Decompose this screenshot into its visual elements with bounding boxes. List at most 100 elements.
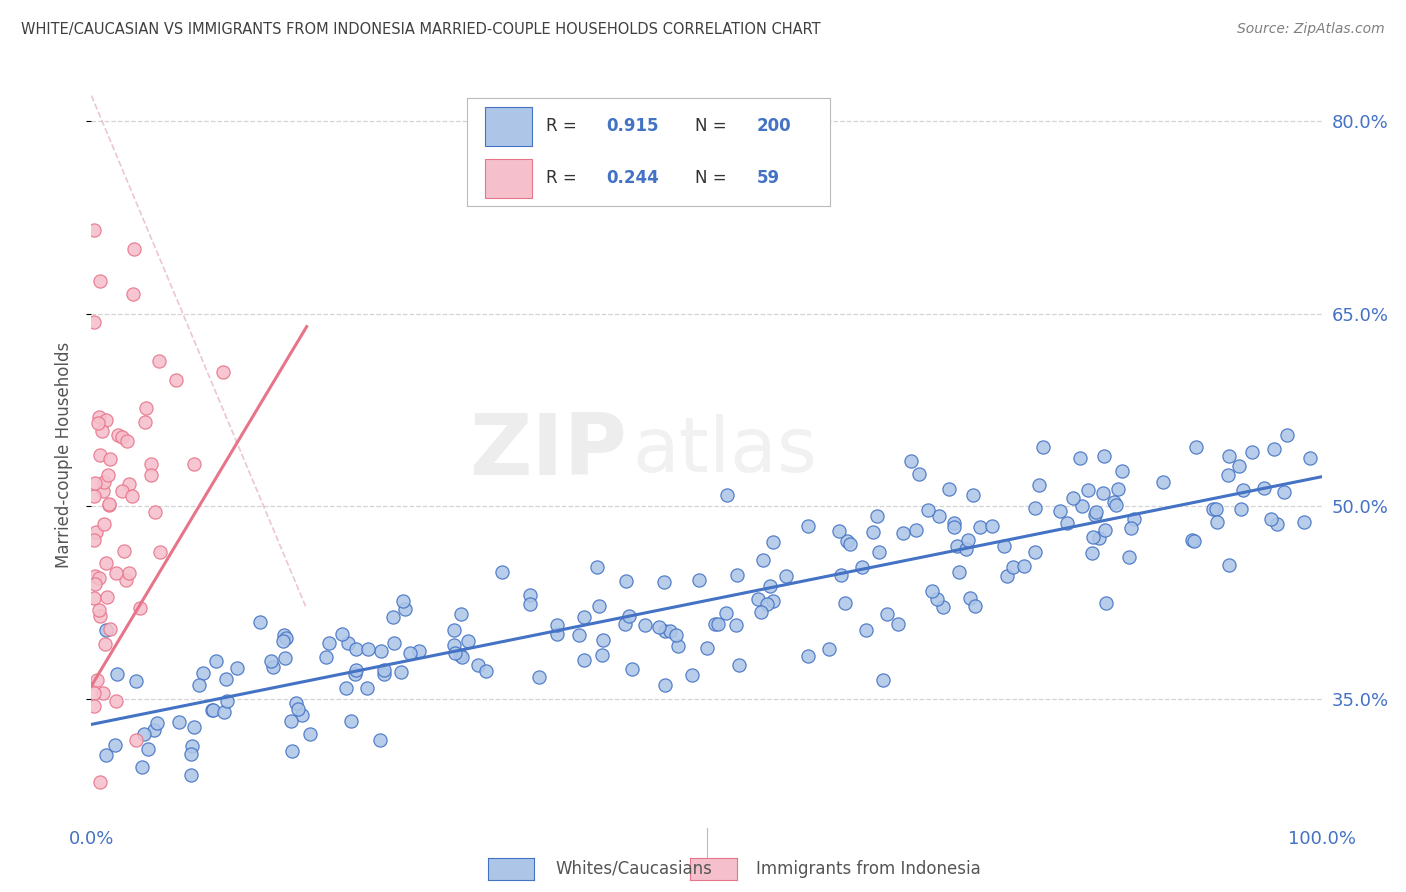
Text: Source: ZipAtlas.com: Source: ZipAtlas.com (1237, 22, 1385, 37)
Point (955, 541, 977, 556)
Point (107, 428, 129, 442)
Point (315, 649, 337, 664)
Point (139, 457, 162, 471)
Point (273, 628, 295, 642)
Point (165, 373, 187, 387)
Point (546, 618, 568, 632)
Point (835, 534, 858, 549)
Point (93, 685, 115, 699)
Point (391, 594, 413, 608)
Text: Whites/Caucasians: Whites/Caucasians (555, 860, 713, 878)
Point (344, 666, 367, 681)
Point (274, 631, 297, 645)
Point (834, 596, 856, 610)
Point (588, 599, 610, 614)
Point (260, 654, 283, 668)
Point (762, 535, 785, 549)
Point (121, 287, 143, 301)
Point (202, 703, 225, 717)
Point (1275, 427, 1298, 442)
Point (1070, 499, 1092, 513)
Point (356, 681, 378, 695)
Point (381, 609, 404, 624)
Point (491, 566, 513, 580)
Point (134, 727, 156, 741)
Point (212, 705, 235, 719)
Point (94, 413, 117, 427)
Point (274, 650, 297, 665)
Point (83, 686, 105, 700)
Point (83, 533, 105, 548)
Point (94, 624, 117, 638)
Point (759, 579, 782, 593)
Point (993, 539, 1015, 553)
Point (752, 553, 775, 567)
Point (866, 509, 889, 524)
Point (1095, 596, 1118, 610)
Point (149, 545, 172, 559)
Point (1182, 534, 1205, 549)
Point (707, 617, 730, 632)
Point (1069, 451, 1091, 466)
Point (665, 627, 688, 641)
Point (654, 678, 676, 692)
Point (948, 566, 970, 580)
Point (962, 487, 984, 501)
Point (83, 489, 105, 503)
Point (340, 714, 363, 729)
Point (444, 646, 467, 660)
Point (475, 664, 498, 678)
Point (94, 556, 117, 570)
Point (995, 568, 1018, 582)
Point (1232, 483, 1254, 497)
Point (183, 457, 205, 471)
Point (716, 488, 738, 502)
Point (139, 468, 162, 483)
Point (1205, 501, 1227, 516)
Point (97, 467, 120, 482)
Point (900, 454, 922, 468)
Point (105, 667, 128, 681)
Point (344, 663, 367, 677)
Point (128, 600, 150, 615)
Point (1299, 450, 1322, 465)
Point (818, 642, 841, 657)
Point (938, 482, 960, 496)
Point (281, 744, 304, 758)
Point (796, 519, 818, 533)
Point (1152, 475, 1174, 490)
Point (647, 620, 669, 634)
Point (1001, 559, 1024, 574)
Point (83, 591, 105, 606)
Point (725, 618, 748, 632)
Point (83, 315, 105, 329)
Point (200, 703, 222, 717)
Point (389, 665, 412, 679)
Y-axis label: Married-couple Households: Married-couple Households (55, 342, 73, 568)
Point (217, 693, 239, 707)
Point (1094, 524, 1116, 538)
Point (98, 622, 121, 636)
Point (704, 617, 727, 632)
Point (1088, 531, 1111, 545)
Point (527, 670, 550, 684)
Point (86, 525, 108, 540)
Point (1201, 501, 1223, 516)
Point (1049, 504, 1071, 518)
Point (191, 666, 214, 681)
Point (117, 566, 139, 580)
Point (519, 597, 541, 611)
Point (335, 681, 357, 695)
Point (688, 573, 710, 587)
Point (591, 648, 613, 663)
Point (398, 646, 420, 660)
Point (183, 720, 205, 734)
Point (905, 523, 928, 537)
Point (89, 775, 111, 789)
Point (83, 475, 105, 490)
Point (86, 673, 108, 687)
Point (180, 768, 202, 782)
Point (927, 592, 949, 607)
Point (287, 702, 309, 716)
Point (298, 727, 321, 741)
